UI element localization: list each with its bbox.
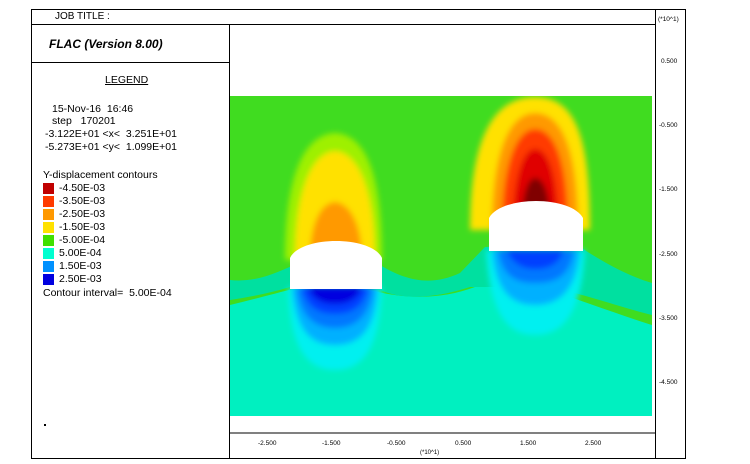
- contour-swatch: [43, 248, 54, 259]
- y-tick-label: -4.500: [659, 379, 678, 386]
- contour-label: 5.00E-04: [59, 247, 102, 259]
- x-axis-ticks: -2.500 -1.500 -0.500 0.500 1.500 2.500 (…: [258, 440, 602, 456]
- contour-swatch: [43, 196, 54, 207]
- contour-swatch: [43, 183, 54, 194]
- contour-label: -5.00E-04: [59, 234, 106, 246]
- legend-y-range: -5.273E+01 <y< 1.099E+01: [45, 141, 177, 153]
- right-tunnel-opening: [489, 201, 583, 251]
- y-axis-panel: (*10^1) 0.500 -0.500 -1.500 -2.500 -3.50…: [655, 9, 686, 459]
- y-tick-label: -3.500: [659, 315, 678, 322]
- x-tick-label: 1.500: [520, 440, 537, 447]
- x-tick-label: 2.500: [585, 440, 602, 447]
- legend-date: 15-Nov-16 16:46: [52, 103, 134, 115]
- contour-plot-svg: -2.500 -1.500 -0.500 0.500 1.500 2.500 (…: [230, 96, 655, 456]
- contour-swatch: [43, 235, 54, 246]
- contour-swatch: [43, 261, 54, 272]
- contour-label: -2.50E-03: [59, 208, 106, 220]
- y-tick-label: 0.500: [661, 58, 678, 65]
- x-tick-label: -2.500: [258, 440, 277, 447]
- right-floor-contours: [486, 250, 585, 335]
- legend-title: LEGEND: [105, 74, 149, 86]
- marker-dot: [44, 424, 46, 426]
- y-tick-label: -2.500: [659, 251, 678, 258]
- job-title-label: JOB TITLE :: [55, 11, 110, 22]
- legend-step: step 170201: [52, 115, 116, 127]
- contour-label: -4.50E-03: [59, 182, 106, 194]
- y-tick-label: -0.500: [659, 122, 678, 129]
- legend-x-range: -3.122E+01 <x< 3.251E+01: [45, 128, 177, 140]
- software-title: FLAC (Version 8.00): [31, 25, 230, 63]
- contour-swatch: [43, 222, 54, 233]
- contour-label: 2.50E-03: [59, 273, 102, 285]
- contour-plot: -2.500 -1.500 -0.500 0.500 1.500 2.500 (…: [230, 25, 655, 459]
- x-axis-multiplier: (*10^1): [420, 450, 439, 456]
- contour-swatch: [43, 274, 54, 285]
- contour-interval: Contour interval= 5.00E-04: [43, 287, 172, 299]
- left-tunnel-opening: [290, 241, 382, 289]
- contour-swatch: [43, 209, 54, 220]
- job-title-bar: JOB TITLE :: [31, 9, 655, 25]
- contour-label: -3.50E-03: [59, 195, 106, 207]
- x-tick-label: -1.500: [322, 440, 341, 447]
- contour-title: Y-displacement contours: [43, 169, 158, 181]
- y-axis-multiplier: (*10^1): [658, 16, 679, 23]
- x-tick-label: -0.500: [387, 440, 406, 447]
- left-floor-contours: [288, 287, 382, 370]
- y-tick-label: -1.500: [659, 186, 678, 193]
- x-tick-label: 0.500: [455, 440, 472, 447]
- contour-label: -1.50E-03: [59, 221, 106, 233]
- contour-label: 1.50E-03: [59, 260, 102, 272]
- plot-frame: [31, 9, 686, 459]
- legend-panel: FLAC (Version 8.00) LEGEND 15-Nov-16 16:…: [31, 25, 230, 459]
